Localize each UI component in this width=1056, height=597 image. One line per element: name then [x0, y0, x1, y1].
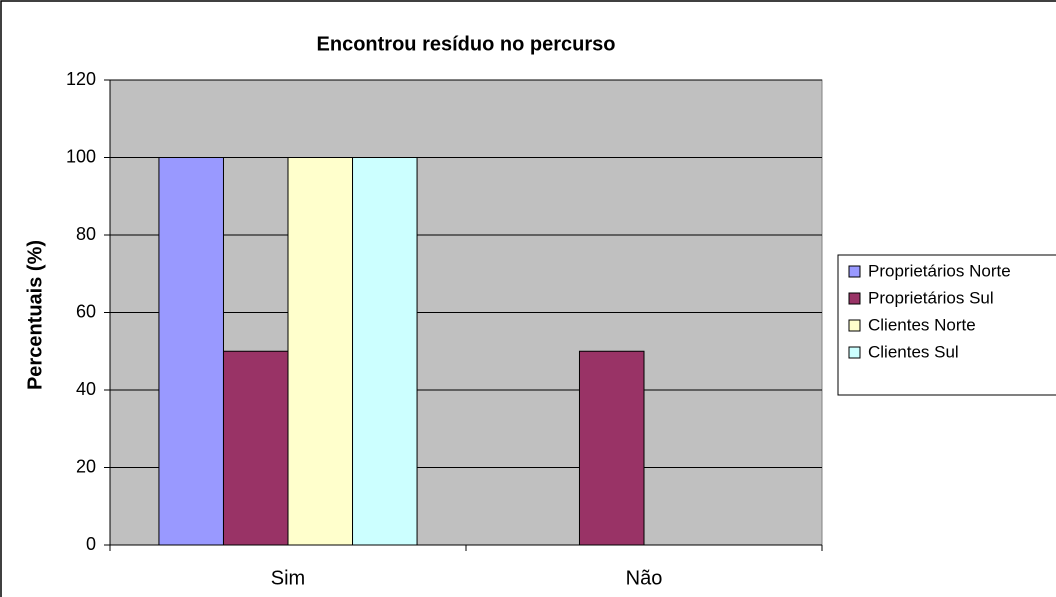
bar — [287, 157, 354, 546]
y-tick-label: 100 — [66, 146, 96, 166]
y-tick-label: 80 — [76, 224, 96, 244]
bar — [578, 350, 645, 546]
legend-swatch — [848, 265, 861, 278]
x-tick-label: Não — [626, 567, 663, 589]
legend-box — [837, 254, 1056, 396]
bar — [222, 350, 289, 546]
x-tick-label: Sim — [271, 567, 305, 589]
legend-label: Proprietários Sul — [868, 288, 994, 307]
legend-label: Clientes Sul — [868, 342, 959, 361]
chart-title: Encontrou resíduo no percurso — [317, 33, 616, 55]
y-tick-label: 20 — [76, 456, 96, 476]
bar — [352, 157, 418, 546]
y-axis-label: Percentuais (%) — [24, 240, 46, 390]
y-tick-label: 60 — [76, 301, 96, 321]
bar — [158, 157, 224, 546]
y-tick-label: 0 — [86, 534, 96, 554]
legend-swatch — [848, 292, 861, 305]
legend-swatch — [848, 319, 861, 332]
legend-label: Clientes Norte — [868, 315, 976, 334]
legend-swatch — [848, 346, 861, 359]
y-tick-label: 40 — [76, 379, 96, 399]
legend-label: Proprietários Norte — [868, 261, 1011, 280]
y-tick-label: 120 — [66, 69, 96, 89]
